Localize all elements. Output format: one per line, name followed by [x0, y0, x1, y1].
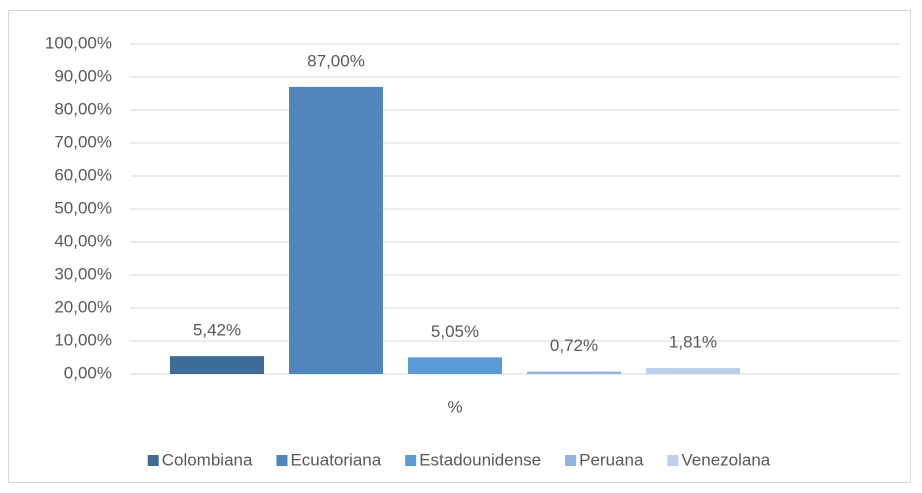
chart-border	[8, 10, 911, 483]
y-tick-label: 70,00%	[54, 132, 112, 151]
y-tick-label: 20,00%	[54, 297, 112, 316]
x-tick-label: %	[447, 397, 462, 416]
data-label: 5,42%	[193, 321, 241, 340]
y-tick-label: 0,00%	[64, 363, 112, 382]
legend-label: Peruana	[579, 450, 644, 469]
bar	[646, 368, 740, 374]
y-tick-label: 30,00%	[54, 264, 112, 283]
y-tick-label: 90,00%	[54, 66, 112, 85]
bar	[527, 371, 621, 374]
bar	[170, 356, 264, 374]
data-label: 5,05%	[431, 322, 479, 341]
legend-swatch	[405, 455, 417, 466]
legend-swatch	[667, 455, 679, 466]
legend-label: Estadounidense	[419, 450, 541, 469]
data-label: 87,00%	[307, 51, 365, 70]
data-label: 0,72%	[550, 336, 598, 355]
y-tick-label: 50,00%	[54, 198, 112, 217]
legend-swatch	[565, 455, 577, 466]
legend-label: Ecuatoriana	[290, 450, 381, 469]
y-tick-label: 40,00%	[54, 231, 112, 250]
y-tick-label: 100,00%	[45, 33, 112, 52]
y-tick-label: 80,00%	[54, 99, 112, 118]
bar	[408, 357, 502, 374]
legend-label: Venezolana	[681, 450, 770, 469]
legend: Colombiana Ecuatoriana Estadounidense Perua…	[147, 450, 771, 469]
legend-swatch	[147, 455, 159, 466]
y-tick-label: 60,00%	[54, 165, 112, 184]
legend-swatch	[276, 455, 288, 466]
y-tick-label: 10,00%	[54, 330, 112, 349]
data-label: 1,81%	[669, 333, 717, 352]
legend-label: Colombiana	[162, 450, 253, 469]
bar	[289, 86, 383, 375]
